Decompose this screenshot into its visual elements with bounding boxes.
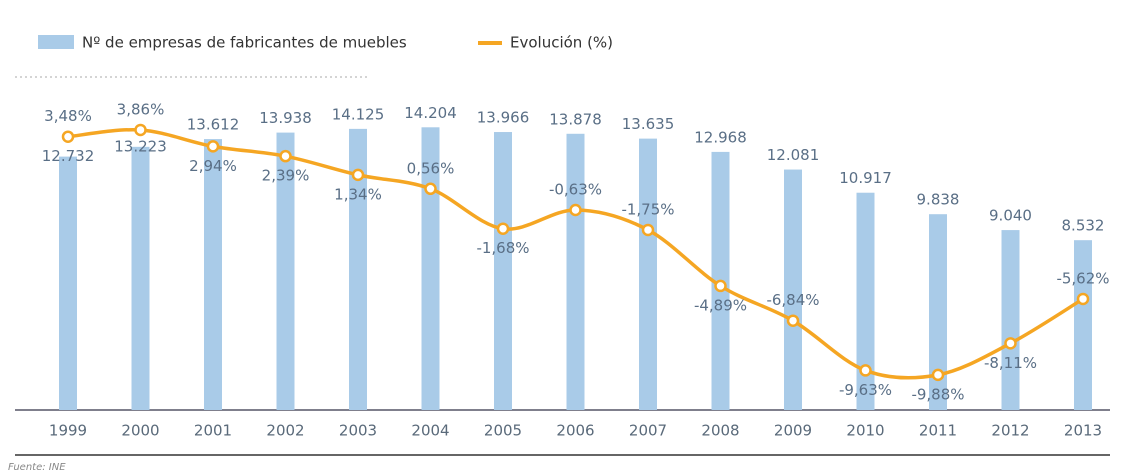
line-point bbox=[1004, 337, 1017, 350]
line-point bbox=[206, 140, 220, 153]
line-point bbox=[569, 203, 582, 217]
bar bbox=[421, 127, 440, 411]
line-point bbox=[786, 314, 800, 327]
line-value-label: 3,86% bbox=[117, 100, 165, 118]
bar bbox=[639, 138, 657, 410]
bar-value-label: 13.878 bbox=[549, 110, 602, 128]
line-value-label: -1,75% bbox=[621, 200, 674, 218]
x-tick-label: 2001 bbox=[194, 422, 232, 440]
line-value-label: 3,48% bbox=[44, 107, 92, 125]
bar bbox=[856, 192, 875, 410]
bar bbox=[494, 132, 512, 410]
line-value-label: -9,88% bbox=[911, 385, 964, 403]
line-value-label: -5,62% bbox=[1056, 269, 1109, 287]
bar-value-label: 13.938 bbox=[259, 109, 312, 127]
line-point bbox=[931, 368, 945, 382]
bar-value-label: 12.081 bbox=[767, 146, 820, 164]
x-tick-label: 2007 bbox=[629, 422, 667, 440]
x-tick-label: 2004 bbox=[411, 422, 449, 440]
line-value-label: -9,63% bbox=[839, 381, 892, 399]
line-point bbox=[496, 222, 510, 235]
bar-value-label: 8.532 bbox=[1062, 217, 1105, 235]
bar-value-label: 14.125 bbox=[332, 105, 385, 123]
x-tick-label: 2012 bbox=[991, 422, 1029, 440]
x-tick-label: 2002 bbox=[266, 422, 304, 440]
bar-value-label: 12.732 bbox=[42, 147, 95, 165]
x-tick-label: 2013 bbox=[1064, 422, 1102, 440]
line-point bbox=[61, 130, 75, 143]
x-tick-label: 2010 bbox=[846, 422, 884, 440]
x-tick-label: 2005 bbox=[484, 422, 522, 440]
x-tick-label: 2003 bbox=[339, 422, 377, 440]
bar-value-label: 12.968 bbox=[694, 128, 747, 146]
bar-value-label: 10.917 bbox=[839, 169, 892, 187]
x-tick-label: 2008 bbox=[701, 422, 739, 440]
source: Fuente: INE bbox=[8, 462, 66, 473]
line-value-label: -0,63% bbox=[549, 180, 602, 198]
x-tick-label: 2000 bbox=[121, 422, 159, 440]
line-point bbox=[351, 168, 365, 182]
bar bbox=[276, 132, 295, 410]
bar bbox=[566, 133, 585, 410]
bar-value-label: 14.204 bbox=[404, 104, 457, 122]
x-tick-label: 2009 bbox=[774, 422, 812, 440]
legend-label: Nº de empresas de fabricantes de muebles bbox=[82, 34, 407, 52]
line-point bbox=[859, 364, 872, 377]
bar bbox=[929, 214, 947, 410]
bar-value-label: 9.040 bbox=[989, 207, 1032, 225]
x-tick-label: 1999 bbox=[49, 422, 87, 440]
x-tick-label: 2006 bbox=[556, 422, 594, 440]
bar bbox=[784, 169, 802, 410]
line-value-label: -8,11% bbox=[984, 354, 1037, 372]
line-point bbox=[279, 149, 292, 163]
bar-value-label: 13.635 bbox=[622, 115, 675, 133]
line-value-label: 2,39% bbox=[262, 167, 310, 185]
bar-value-label: 13.966 bbox=[477, 109, 530, 127]
bar bbox=[1074, 240, 1092, 410]
line-value-label: -1,68% bbox=[476, 239, 529, 257]
line-point bbox=[424, 182, 437, 196]
line-point bbox=[641, 223, 655, 237]
bar-value-label: 13.223 bbox=[114, 137, 167, 155]
bar-value-label: 9.838 bbox=[917, 191, 960, 209]
line-value-label: 0,56% bbox=[407, 159, 455, 177]
line-point bbox=[1076, 292, 1090, 306]
bar bbox=[349, 128, 367, 411]
line-value-label: 1,34% bbox=[334, 185, 382, 203]
line-value-label: 2,94% bbox=[189, 157, 237, 175]
line-point bbox=[134, 123, 147, 137]
line-value-label: -4,89% bbox=[694, 296, 747, 314]
line-value-label: -6,84% bbox=[766, 291, 819, 309]
bar bbox=[1001, 230, 1020, 410]
x-tick-label: 2011 bbox=[919, 422, 957, 440]
bar bbox=[131, 146, 150, 410]
legend-swatch bbox=[38, 35, 74, 49]
legend-label: Evolución (%) bbox=[510, 34, 613, 52]
line-point bbox=[714, 279, 727, 293]
bar-value-label: 13.612 bbox=[187, 116, 240, 134]
bar bbox=[204, 139, 222, 411]
bar bbox=[59, 156, 77, 410]
